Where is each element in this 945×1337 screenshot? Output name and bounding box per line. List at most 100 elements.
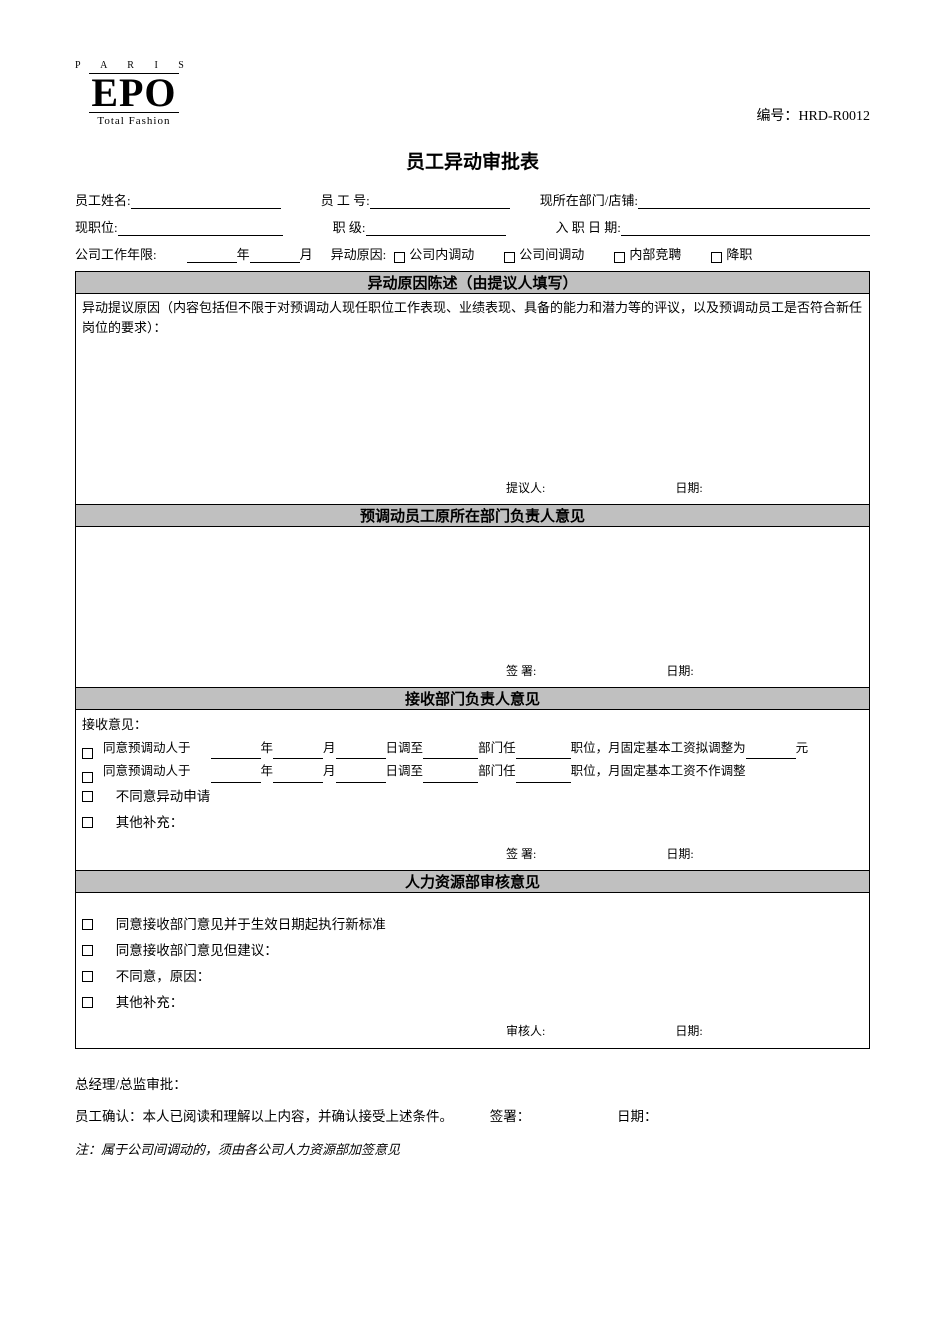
label-reason: 异动原因:: [331, 244, 387, 263]
checkbox-other3[interactable]: [82, 817, 93, 828]
section1-date-label: 日期:: [675, 478, 702, 498]
checkbox-demotion[interactable]: [711, 252, 722, 263]
opt2-prefix: 同意预调动人于: [103, 761, 191, 782]
section2-body[interactable]: 签 署: 日期:: [76, 527, 869, 687]
header-row: P A R I S EPO Total Fashion 编号：HRD-R0012: [75, 60, 870, 127]
opt-recruit: 内部竞聘: [629, 244, 681, 263]
section3-opt3-row: 不同意异动申请: [82, 786, 863, 809]
section4-opt4-row: 其他补充：: [82, 992, 863, 1015]
checkbox-hr-agree[interactable]: [82, 919, 93, 930]
logo-main: EPO: [89, 73, 178, 113]
opt-internal: 公司内调动: [409, 244, 474, 263]
field-opt2-month[interactable]: [273, 767, 323, 783]
field-level[interactable]: [366, 220, 506, 236]
field-opt2-dept[interactable]: [423, 767, 478, 783]
employee-confirm-row: 员工确认：本人已阅读和理解以上内容，并确认接受上述条件。 签署： 日期：: [75, 1101, 870, 1133]
confirm-text: 员工确认：本人已阅读和理解以上内容，并确认接受上述条件。: [75, 1109, 453, 1124]
label-position: 现职位:: [75, 217, 118, 236]
section3-sigline: 签 署: 日期:: [76, 844, 869, 864]
checkbox-hr-other[interactable]: [82, 997, 93, 1008]
opt1-m: 月: [323, 738, 336, 759]
label-name: 员工姓名:: [75, 190, 131, 209]
field-opt2-day[interactable]: [336, 767, 386, 783]
label-hiredate: 入 职 日 期:: [556, 217, 621, 236]
section3-header: 接收部门负责人意见: [76, 688, 870, 710]
checkbox-agree-adjust[interactable]: [82, 748, 93, 759]
section3-opt3: 不同意异动申请: [116, 789, 211, 804]
field-opt2-pos[interactable]: [516, 767, 571, 783]
section4-date-label: 日期:: [675, 1021, 702, 1041]
field-opt1-dept[interactable]: [423, 743, 478, 759]
opt1-deptas: 部门任: [478, 738, 516, 759]
label-dept: 现所在部门/店铺:: [540, 190, 638, 209]
section1-desc: 异动提议原因（内容包括但不限于对预调动人现任职位工作表现、业绩表现、具备的能力和…: [82, 298, 863, 337]
footer-date-label: 日期：: [617, 1109, 658, 1124]
label-tenure: 公司工作年限:: [75, 244, 157, 263]
section4-header: 人力资源部审核意见: [76, 871, 870, 893]
field-empid[interactable]: [370, 193, 510, 209]
field-dept[interactable]: [638, 193, 870, 209]
form-table: 异动原因陈述（由提议人填写） 异动提议原因（内容包括但不限于对预调动人现任职位工…: [75, 271, 870, 1049]
gm-approval-label: 总经理/总监审批：: [75, 1069, 870, 1101]
doc-number: 编号：HRD-R0012: [756, 105, 870, 125]
opt1-dayto: 日调至: [386, 738, 424, 759]
checkbox-internal-transfer[interactable]: [394, 252, 405, 263]
section4-opt2: 同意接收部门意见但建议：: [116, 943, 278, 958]
field-opt1-day[interactable]: [336, 743, 386, 759]
info-row-2: 现职位: 职 级: 入 职 日 期:: [75, 217, 870, 236]
field-name[interactable]: [131, 193, 281, 209]
section3-opt4: 其他补充：: [116, 815, 184, 830]
section3-opt4-row: 其他补充：: [82, 812, 863, 835]
section1-body[interactable]: 异动提议原因（内容包括但不限于对预调动人现任职位工作表现、业绩表现、具备的能力和…: [76, 294, 869, 504]
docnum-value: HRD-R0012: [798, 109, 870, 124]
proposer-label: 提议人:: [506, 478, 545, 498]
field-opt1-year[interactable]: [211, 743, 261, 759]
field-position[interactable]: [118, 220, 283, 236]
field-months[interactable]: [250, 247, 300, 263]
unit-year: 年: [237, 244, 250, 263]
opt2-y: 年: [261, 761, 274, 782]
section4-opt1-row: 同意接收部门意见并于生效日期起执行新标准: [82, 914, 863, 937]
opt1-suffix: 职位，月固定基本工资拟调整为: [571, 738, 746, 759]
field-opt1-pos[interactable]: [516, 743, 571, 759]
unit-month: 月: [300, 244, 313, 263]
footer-sign-label: 签署：: [490, 1109, 531, 1124]
section4-body: 同意接收部门意见并于生效日期起执行新标准 同意接收部门意见但建议： 不同意，原因…: [76, 893, 869, 1048]
logo-sub: Total Fashion: [75, 115, 193, 127]
checkbox-agree-noadjust[interactable]: [82, 772, 93, 783]
field-opt2-year[interactable]: [211, 767, 261, 783]
logo: P A R I S EPO Total Fashion: [75, 60, 193, 127]
checkbox-hr-disagree[interactable]: [82, 971, 93, 982]
section3-intro: 接收意见：: [82, 714, 863, 736]
opt2-dayto: 日调至: [386, 761, 424, 782]
field-opt1-month[interactable]: [273, 743, 323, 759]
section4-opt3: 不同意，原因：: [116, 969, 211, 984]
section3-sign-label: 签 署:: [506, 844, 536, 864]
section4-opt3-row: 不同意，原因：: [82, 966, 863, 989]
label-level: 职 级:: [333, 217, 366, 236]
checkbox-intercompany-transfer[interactable]: [504, 252, 515, 263]
info-row-3: 公司工作年限: 年 月 异动原因: 公司内调动 公司间调动 内部竞聘 降职: [75, 244, 870, 263]
opt1-prefix: 同意预调动人于: [103, 738, 191, 759]
footer-note: 注：属于公司间调动的，须由各公司人力资源部加签意见: [75, 1134, 870, 1165]
section2-sigline: 签 署: 日期:: [76, 661, 869, 681]
field-hiredate[interactable]: [621, 220, 870, 236]
footer-block: 总经理/总监审批： 员工确认：本人已阅读和理解以上内容，并确认接受上述条件。 签…: [75, 1069, 870, 1165]
info-block: 员工姓名: 员 工 号: 现所在部门/店铺: 现职位: 职 级: 入 职 日 期…: [75, 190, 870, 263]
opt-demotion: 降职: [726, 244, 752, 263]
opt-intercompany: 公司间调动: [519, 244, 584, 263]
section4-opt1: 同意接收部门意见并于生效日期起执行新标准: [116, 917, 386, 932]
section4-opt2-row: 同意接收部门意见但建议：: [82, 940, 863, 963]
field-opt1-salary[interactable]: [746, 743, 796, 759]
section3-date-label: 日期:: [666, 844, 693, 864]
section4-opt4: 其他补充：: [116, 995, 184, 1010]
checkbox-hr-suggest[interactable]: [82, 945, 93, 956]
docnum-label: 编号：: [756, 109, 798, 124]
checkbox-disagree[interactable]: [82, 791, 93, 802]
opt1-yuan: 元: [796, 738, 809, 759]
section4-sigline: 审核人: 日期:: [76, 1021, 869, 1041]
checkbox-internal-recruit[interactable]: [614, 252, 625, 263]
section2-header: 预调动员工原所在部门负责人意见: [76, 505, 870, 527]
section3-opt1-row: 同意预调动人于 年 月 日调至 部门任 职位，月固定基本工资拟调整为 元: [82, 738, 863, 759]
field-years[interactable]: [187, 247, 237, 263]
